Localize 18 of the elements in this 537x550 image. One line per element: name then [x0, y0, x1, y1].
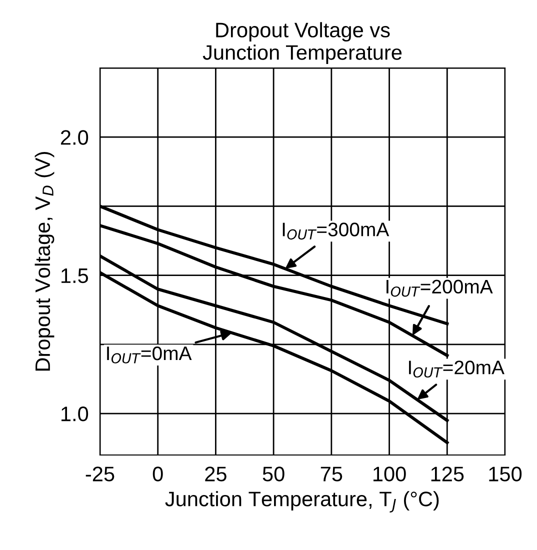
x-tick-label: 75 [320, 466, 342, 482]
annotation: I$_{OUT}$=20mA [409, 360, 504, 378]
annotation: I$_{OUT}$=0mA [107, 346, 192, 364]
x-tick-label: -25 [86, 466, 114, 482]
y-axis-title: Dropout Voltage, V$_{D}$ (V) [34, 152, 54, 371]
annotation: I$_{OUT}$=300mA [282, 222, 390, 240]
y-tick-label: 1.0 [62, 406, 88, 422]
y-tick-label: 2.0 [60, 130, 88, 145]
annotation: I$_{OUT}$=200mA [386, 280, 493, 297]
x-tick-label: 50 [262, 466, 284, 482]
x-axis-title: Junction Temperature, T$_{J}$ (°C) [165, 491, 439, 513]
x-tick-label: 125 [431, 466, 464, 482]
x-tick-label: 0 [152, 466, 163, 482]
chart-title: Dropout Voltage vs Junction Temperature [202, 22, 402, 64]
x-tick-label: 150 [489, 466, 522, 482]
x-tick-label: 100 [373, 466, 406, 482]
x-tick-label: 25 [205, 466, 226, 482]
y-tick-label: 1.5 [62, 268, 88, 284]
